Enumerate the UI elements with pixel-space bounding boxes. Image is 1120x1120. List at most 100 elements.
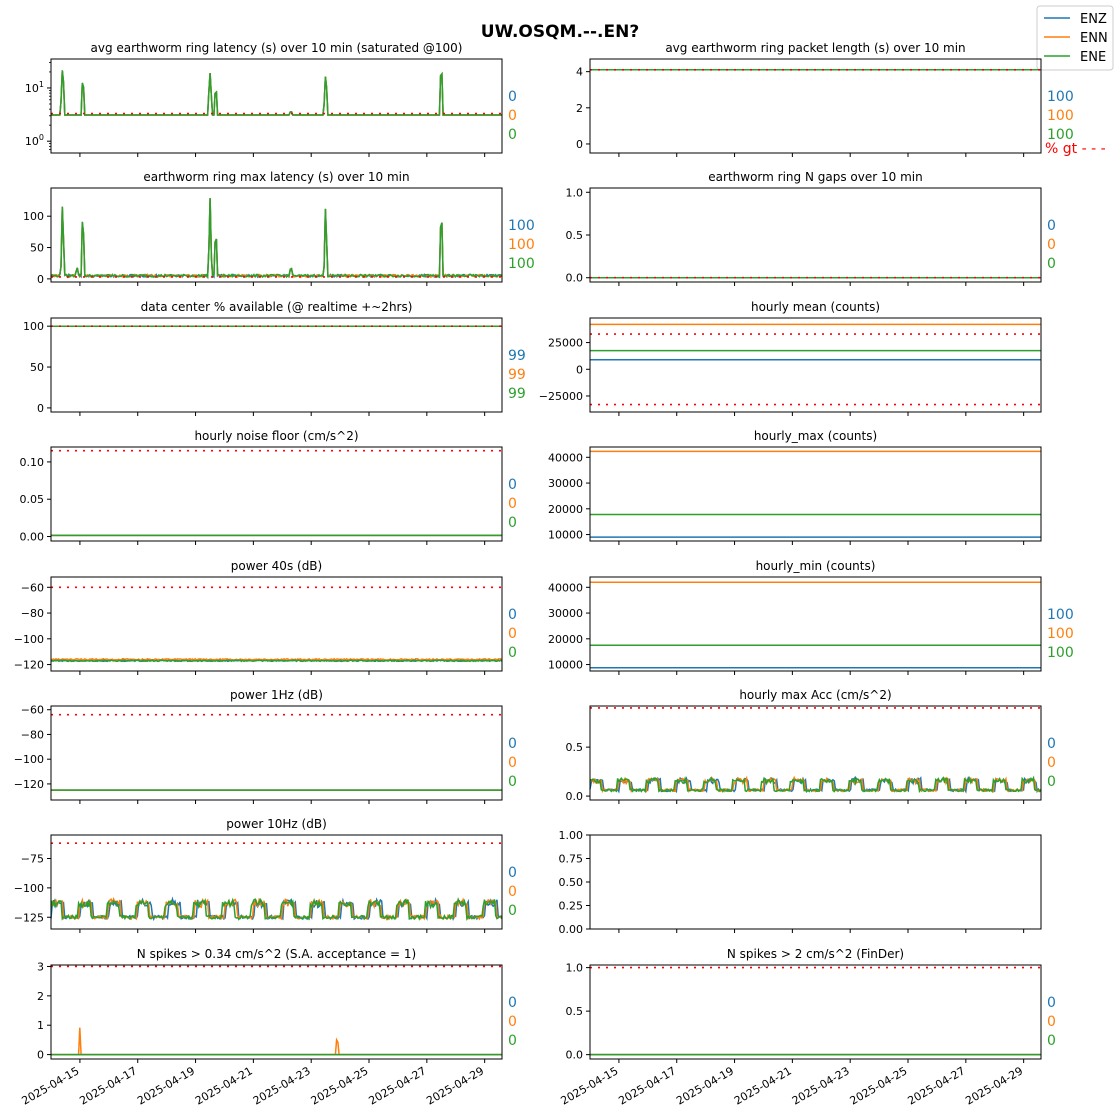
panel-maxlat: earthworm ring max latency (s) over 10 m…	[23, 170, 535, 286]
pct-gt-ene: 0	[508, 515, 517, 531]
pct-gt-ene: 0	[1047, 256, 1056, 272]
y-tick-label: 40000	[548, 581, 583, 594]
y-tick-label: 0.25	[559, 900, 584, 913]
x-tick-label: 2025-04-25	[848, 1064, 910, 1107]
pct-gt-ene: 0	[508, 645, 517, 661]
y-tick-label: 0.00	[559, 923, 584, 936]
plot-frame	[589, 705, 1042, 801]
y-tick-label: 20000	[548, 503, 583, 516]
plot-frame	[50, 576, 503, 672]
plot-frame	[589, 834, 1042, 930]
pct-gt-enz: 99	[508, 348, 526, 364]
pct-gt-ene: 99	[508, 386, 526, 402]
plot-frame	[589, 576, 1042, 672]
panel-title: hourly max Acc (cm/s^2)	[739, 688, 891, 702]
plot-frame	[589, 317, 1042, 413]
y-tick-label: 1.0	[566, 962, 584, 975]
panel-avail: data center % available (@ realtime +~2h…	[23, 300, 526, 416]
plot-frame	[50, 58, 503, 154]
y-tick-label: 0.5	[566, 1005, 584, 1018]
y-tick-label: 100	[23, 320, 44, 333]
x-tick-label: 2025-04-15	[20, 1064, 82, 1107]
pct-gt-enz: 0	[1047, 736, 1056, 752]
y-tick-label: 4	[576, 66, 583, 79]
plot-frame	[50, 446, 503, 542]
y-tick-label: 0	[37, 402, 44, 415]
series-line-enz	[50, 198, 503, 279]
pct-gt-enz: 100	[508, 218, 535, 234]
x-tick-label: 2025-04-23	[790, 1064, 852, 1107]
y-tick-label: 0.0	[566, 272, 584, 285]
x-tick-label: 2025-04-17	[616, 1064, 678, 1107]
pct-gt-enn: 0	[508, 1014, 517, 1030]
pct-gt-enn: 0	[1047, 755, 1056, 771]
y-tick-label: 1.0	[566, 186, 584, 199]
pct-gt-ene: 100	[1047, 127, 1074, 143]
y-tick-label: 30000	[548, 607, 583, 620]
y-tick-label: 20000	[548, 633, 583, 646]
x-tick-label: 2025-04-27	[366, 1064, 428, 1107]
panel-title: hourly mean (counts)	[751, 300, 880, 314]
pct-gt-enn: 100	[1047, 108, 1074, 124]
y-tick-label: 3	[37, 960, 44, 973]
x-tick-label: 2025-04-19	[674, 1064, 736, 1107]
legend-label-enn: ENN	[1080, 31, 1108, 46]
panel-empty: 0.00 0.25 0.50 0.75 1.00	[559, 829, 1042, 936]
y-tick-label: 50	[30, 242, 44, 255]
series-line-ene	[50, 897, 503, 921]
legend-label-enz: ENZ	[1080, 12, 1107, 27]
y-tick-label: 0.0	[566, 1049, 584, 1062]
pct-gt-enn: 0	[1047, 237, 1056, 253]
series-line-ene	[51, 70, 502, 116]
pct-gt-enn: 0	[508, 626, 517, 642]
y-tick-label: 0.5	[566, 741, 584, 754]
y-tick-label: 10000	[548, 529, 583, 542]
pct-gt-enz: 0	[508, 865, 517, 881]
pct-gt-ene: 100	[508, 256, 535, 272]
y-tick-label: 30000	[548, 477, 583, 490]
pct-gt-enz: 0	[1047, 218, 1056, 234]
series-line-ene	[50, 198, 503, 280]
panel-title: data center % available (@ realtime +~2h…	[141, 300, 413, 314]
plot-frame	[589, 964, 1042, 1060]
pct-gt-ene: 0	[508, 903, 517, 919]
plot-frame	[50, 187, 503, 283]
x-tick-label: 2025-04-17	[77, 1064, 139, 1107]
panel-title: power 10Hz (dB)	[226, 817, 327, 831]
panel-spk2: N spikes > 2 cm/s^2 (FinDer) 0.0 0.5 1.0 202…	[559, 947, 1056, 1108]
y-tick-label: 100	[25, 133, 44, 148]
pct-gt-enn: 0	[508, 496, 517, 512]
panel-title: earthworm ring max latency (s) over 10 m…	[143, 170, 409, 184]
panel-title: hourly noise floor (cm/s^2)	[194, 429, 358, 443]
y-tick-label: 50	[30, 361, 44, 374]
y-tick-label: 0.75	[559, 853, 584, 866]
plot-frame	[50, 834, 503, 930]
panel-title: power 40s (dB)	[231, 559, 322, 573]
y-tick-label: 40000	[548, 451, 583, 464]
panel-title: hourly_max (counts)	[754, 429, 877, 443]
series-line-enn	[50, 198, 503, 279]
panel-gaps: earthworm ring N gaps over 10 min 0.0 0.5 1…	[566, 170, 1056, 286]
y-tick-label: 0.00	[20, 531, 45, 544]
x-tick-label: 2025-04-21	[193, 1064, 255, 1107]
pct-gt-enn: 100	[1047, 626, 1074, 642]
panel-title: N spikes > 2 cm/s^2 (FinDer)	[727, 947, 904, 961]
pct-gt-enn: 0	[508, 108, 517, 124]
y-tick-label: −120	[14, 659, 44, 672]
pct-gt-enz: 0	[508, 995, 517, 1011]
pct-gt-enz: 0	[508, 607, 517, 623]
y-tick-label: 25000	[548, 337, 583, 350]
x-tick-label: 2025-04-29	[963, 1064, 1025, 1107]
pct-gt-enz: 0	[508, 477, 517, 493]
y-tick-label: 0	[37, 273, 44, 286]
panel-mean: hourly mean (counts) −25000 0 25000	[539, 300, 1042, 416]
plot-frame	[589, 58, 1042, 154]
pct-gt-enz: 0	[508, 89, 517, 105]
x-tick-label: 2025-04-25	[309, 1064, 371, 1107]
y-tick-label: 1.00	[559, 829, 584, 842]
y-tick-label: 0.5	[566, 229, 584, 242]
pct-gt-ene: 100	[1047, 645, 1074, 661]
y-tick-label: −60	[21, 704, 44, 717]
plot-frame	[589, 446, 1042, 542]
y-tick-label: 2	[576, 102, 583, 115]
